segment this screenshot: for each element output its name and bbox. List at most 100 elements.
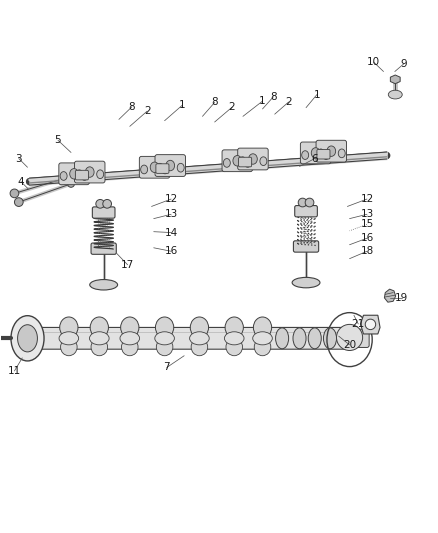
- Ellipse shape: [120, 317, 139, 338]
- Ellipse shape: [155, 332, 174, 345]
- Ellipse shape: [190, 317, 208, 338]
- Text: 6: 6: [311, 154, 318, 164]
- Ellipse shape: [318, 149, 324, 158]
- Ellipse shape: [120, 332, 140, 345]
- Ellipse shape: [89, 332, 109, 345]
- Ellipse shape: [18, 325, 37, 352]
- Ellipse shape: [90, 279, 117, 290]
- FancyBboxPatch shape: [34, 327, 352, 349]
- Text: 1: 1: [179, 100, 185, 110]
- FancyBboxPatch shape: [293, 241, 319, 252]
- Text: 4: 4: [18, 176, 24, 187]
- Ellipse shape: [389, 90, 402, 99]
- Ellipse shape: [365, 319, 376, 329]
- FancyBboxPatch shape: [156, 164, 169, 173]
- Ellipse shape: [305, 198, 314, 207]
- Ellipse shape: [156, 163, 163, 172]
- Ellipse shape: [308, 328, 321, 349]
- FancyBboxPatch shape: [295, 206, 318, 217]
- Ellipse shape: [162, 165, 169, 174]
- FancyBboxPatch shape: [74, 161, 105, 183]
- Polygon shape: [360, 315, 380, 334]
- Text: 2: 2: [229, 102, 235, 112]
- Text: 17: 17: [121, 260, 134, 270]
- Polygon shape: [385, 289, 396, 302]
- FancyBboxPatch shape: [222, 150, 253, 172]
- Ellipse shape: [302, 151, 309, 159]
- Text: 16: 16: [165, 246, 178, 256]
- FancyBboxPatch shape: [75, 171, 88, 180]
- Ellipse shape: [76, 170, 83, 179]
- Ellipse shape: [191, 338, 208, 356]
- Ellipse shape: [298, 198, 307, 207]
- Ellipse shape: [226, 338, 243, 356]
- Ellipse shape: [85, 167, 94, 177]
- Ellipse shape: [225, 317, 244, 338]
- Polygon shape: [390, 75, 400, 84]
- Text: 19: 19: [395, 293, 408, 303]
- Ellipse shape: [97, 170, 104, 179]
- Ellipse shape: [190, 332, 209, 345]
- Ellipse shape: [70, 168, 78, 179]
- Ellipse shape: [260, 157, 267, 166]
- Text: 10: 10: [367, 57, 380, 67]
- Text: 1: 1: [259, 96, 266, 106]
- Text: 18: 18: [360, 246, 374, 256]
- Ellipse shape: [59, 332, 79, 345]
- Ellipse shape: [91, 338, 108, 356]
- Ellipse shape: [121, 338, 138, 356]
- Ellipse shape: [293, 328, 306, 349]
- Text: 14: 14: [165, 228, 178, 238]
- Text: 8: 8: [212, 98, 218, 108]
- Text: 20: 20: [343, 340, 356, 350]
- Text: 11: 11: [8, 366, 21, 376]
- Ellipse shape: [327, 146, 336, 156]
- FancyBboxPatch shape: [300, 142, 331, 164]
- Ellipse shape: [60, 317, 78, 338]
- Ellipse shape: [233, 156, 242, 166]
- Ellipse shape: [338, 149, 345, 158]
- Ellipse shape: [223, 158, 230, 167]
- Text: 2: 2: [285, 97, 292, 107]
- Ellipse shape: [10, 189, 19, 198]
- Text: 12: 12: [165, 194, 178, 204]
- Text: 5: 5: [55, 135, 61, 146]
- Text: 8: 8: [270, 92, 277, 102]
- FancyBboxPatch shape: [59, 163, 89, 184]
- Text: 1: 1: [314, 90, 320, 100]
- Ellipse shape: [224, 332, 244, 345]
- Ellipse shape: [244, 158, 251, 167]
- FancyBboxPatch shape: [92, 207, 115, 218]
- Text: 15: 15: [360, 219, 374, 229]
- Ellipse shape: [254, 338, 271, 356]
- Ellipse shape: [239, 157, 246, 166]
- Ellipse shape: [253, 317, 272, 338]
- Ellipse shape: [311, 148, 320, 158]
- Ellipse shape: [322, 151, 329, 159]
- Ellipse shape: [253, 332, 272, 345]
- FancyBboxPatch shape: [354, 329, 369, 348]
- Ellipse shape: [336, 325, 363, 351]
- Ellipse shape: [177, 163, 184, 172]
- Ellipse shape: [292, 277, 320, 288]
- FancyBboxPatch shape: [155, 155, 185, 176]
- Text: 2: 2: [144, 106, 151, 116]
- FancyBboxPatch shape: [239, 157, 252, 167]
- Text: 7: 7: [163, 362, 170, 373]
- Ellipse shape: [67, 180, 74, 187]
- Ellipse shape: [249, 154, 257, 164]
- FancyBboxPatch shape: [316, 140, 346, 162]
- Text: 16: 16: [360, 233, 374, 243]
- Ellipse shape: [14, 198, 23, 206]
- FancyBboxPatch shape: [238, 148, 268, 170]
- Text: 13: 13: [360, 209, 374, 219]
- Ellipse shape: [81, 172, 88, 180]
- Ellipse shape: [11, 316, 44, 361]
- Text: 9: 9: [401, 59, 407, 69]
- Ellipse shape: [150, 162, 159, 173]
- Ellipse shape: [96, 199, 105, 208]
- FancyBboxPatch shape: [91, 243, 116, 254]
- Text: 8: 8: [129, 102, 135, 112]
- Text: 3: 3: [15, 154, 22, 164]
- Ellipse shape: [323, 328, 336, 349]
